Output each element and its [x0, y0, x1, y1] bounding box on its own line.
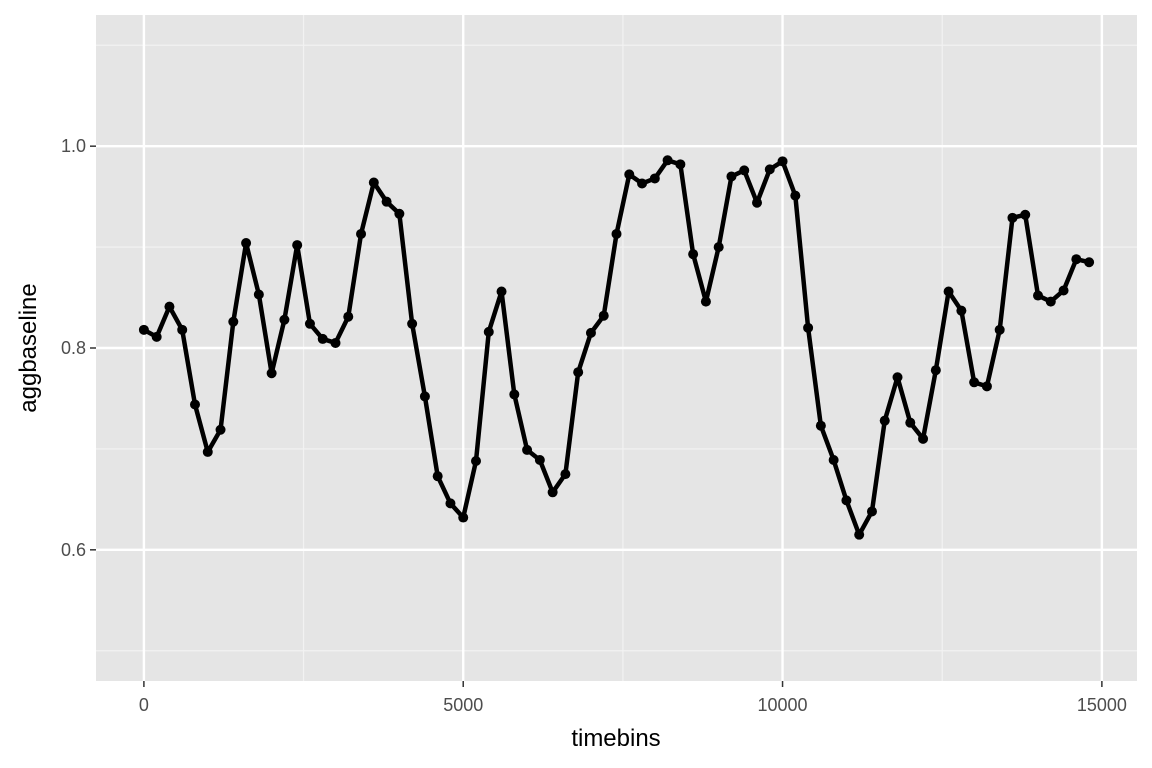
- data-point-59: [892, 372, 903, 383]
- data-point-24: [445, 498, 456, 509]
- data-point-8: [241, 238, 252, 249]
- data-point-57: [866, 506, 877, 517]
- data-point-63: [943, 286, 954, 297]
- data-point-49: [764, 164, 775, 175]
- data-point-25: [458, 512, 469, 523]
- data-point-40: [649, 173, 660, 184]
- data-point-3: [177, 324, 188, 335]
- data-point-46: [726, 171, 737, 182]
- x-axis: 0 5000 10000 15000: [139, 681, 1127, 715]
- data-point-50: [777, 156, 788, 167]
- data-point-17: [356, 228, 367, 239]
- data-point-14: [317, 333, 328, 344]
- y-tick-label-0: 0.6: [61, 540, 86, 560]
- data-point-38: [624, 169, 635, 180]
- data-point-30: [522, 444, 533, 455]
- data-point-37: [611, 228, 622, 239]
- data-point-47: [739, 165, 750, 176]
- x-axis-title: timebins: [571, 725, 660, 752]
- data-point-12: [292, 240, 303, 251]
- y-axis: 0.6 0.8 1.0: [61, 136, 96, 560]
- data-point-20: [394, 208, 405, 219]
- data-point-0: [138, 324, 149, 335]
- x-tick-label-1: 5000: [443, 695, 483, 715]
- data-point-39: [637, 178, 648, 189]
- data-point-52: [803, 322, 814, 333]
- data-point-62: [930, 365, 941, 376]
- data-point-53: [815, 420, 826, 431]
- data-point-65: [969, 377, 980, 388]
- data-point-71: [1045, 296, 1056, 307]
- data-point-9: [253, 289, 264, 300]
- data-point-19: [381, 196, 392, 207]
- data-point-56: [854, 529, 865, 540]
- data-point-48: [752, 197, 763, 208]
- data-point-55: [841, 495, 852, 506]
- data-point-35: [585, 327, 596, 338]
- data-point-7: [228, 316, 239, 327]
- data-point-26: [470, 456, 481, 467]
- data-point-64: [956, 305, 967, 316]
- x-tick-label-3: 15000: [1077, 695, 1127, 715]
- x-tick-label-0: 0: [139, 695, 149, 715]
- y-tick-label-2: 1.0: [61, 136, 86, 156]
- data-point-4: [189, 399, 200, 410]
- data-point-69: [1020, 209, 1031, 220]
- data-point-58: [879, 415, 890, 426]
- data-point-73: [1071, 254, 1082, 265]
- data-point-60: [905, 417, 916, 428]
- data-point-31: [534, 455, 545, 466]
- data-point-15: [330, 337, 341, 348]
- data-point-10: [266, 368, 277, 379]
- data-point-70: [1033, 290, 1044, 301]
- data-point-23: [432, 471, 443, 482]
- data-point-67: [994, 324, 1005, 335]
- y-tick-label-1: 0.8: [61, 338, 86, 358]
- data-point-72: [1058, 285, 1069, 296]
- data-point-45: [713, 242, 724, 253]
- data-point-18: [368, 177, 379, 188]
- data-point-34: [573, 367, 584, 378]
- data-point-13: [304, 318, 315, 329]
- data-point-44: [700, 296, 711, 307]
- data-point-22: [419, 391, 430, 402]
- data-point-36: [598, 310, 609, 321]
- data-points: [138, 155, 1095, 540]
- data-point-74: [1084, 257, 1095, 268]
- data-point-16: [343, 311, 354, 322]
- data-point-54: [828, 455, 839, 466]
- data-point-32: [547, 487, 558, 498]
- data-point-42: [675, 159, 686, 170]
- data-point-11: [279, 314, 290, 325]
- data-point-6: [215, 424, 226, 435]
- data-point-66: [981, 381, 992, 392]
- data-point-43: [688, 249, 699, 260]
- y-axis-title: aggbaseline: [15, 283, 42, 412]
- data-point-51: [790, 190, 801, 201]
- data-point-5: [202, 446, 213, 457]
- data-point-61: [918, 433, 929, 444]
- data-point-29: [509, 389, 520, 400]
- data-point-68: [1007, 212, 1018, 223]
- data-point-27: [483, 326, 494, 337]
- data-point-2: [164, 301, 175, 312]
- major-gridlines: [96, 15, 1137, 681]
- data-point-28: [496, 286, 507, 297]
- data-point-1: [151, 331, 162, 342]
- data-point-33: [560, 469, 571, 480]
- x-tick-label-2: 10000: [758, 695, 808, 715]
- data-point-41: [662, 155, 673, 166]
- data-point-21: [407, 318, 418, 329]
